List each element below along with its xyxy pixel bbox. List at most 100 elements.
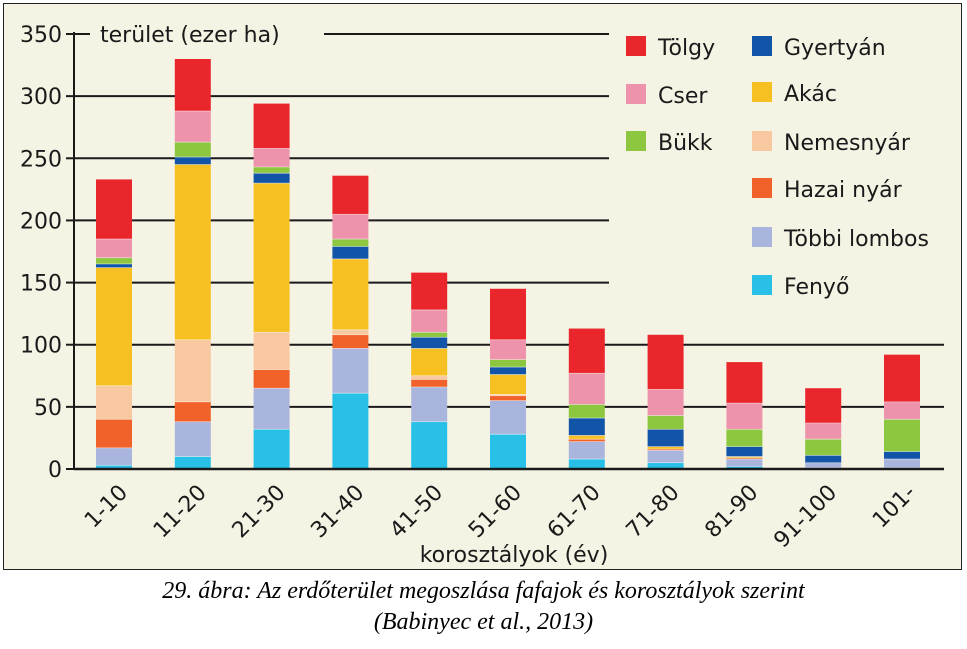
bar-segment-tolgy-101 [884,354,920,402]
bar-segment-nemesnyar-1-10 [96,385,132,420]
bar-segment-fenyo-21-30 [253,429,290,469]
bar-segment-hazai-nyar-31-40 [332,334,369,349]
legend-swatch-hazai-nyar [752,178,772,198]
y-axis-label: terület (ezer ha) [100,23,280,48]
bar-segment-nemesnyar-21-30 [253,332,290,370]
bar-segment-hazai-nyar-71-80 [647,449,684,451]
bar-stacks [96,55,920,469]
bar-segment-bukk-101 [884,419,920,452]
caption-line-2: (Babinyec et al., 2013) [373,609,594,635]
x-tick-label-91-100: 91-100 [769,480,842,553]
bar-segment-tobbi-lombos-91-100 [805,462,842,468]
y-tick-label-50: 50 [34,396,62,421]
y-tick-label-250: 250 [20,147,62,172]
bar-segment-hazai-nyar-21-30 [253,369,290,389]
bar-segment-tobbi-lombos-51-60 [490,400,526,435]
bar-segment-hazai-nyar-61-70 [568,439,605,442]
legend-swatch-cser [626,84,646,104]
bar-segment-fenyo-71-80 [647,462,684,469]
x-tick-label-71-80: 71-80 [622,480,685,543]
bar-segment-tobbi-lombos-41-50 [411,386,448,422]
x-tick-label-61-70: 61-70 [543,480,606,543]
bar-segment-tolgy-61-70 [568,328,605,374]
legend-label-hazai-nyar: Hazai nyár [784,178,903,203]
bar-segment-hazai-nyar-11-20 [174,401,211,422]
bar-segment-tobbi-lombos-71-80 [647,450,684,463]
legend-label-tolgy: Tölgy [657,36,715,61]
bar-segment-cser-71-80 [647,389,684,416]
bar-segment-akac-51-60 [490,374,526,395]
bar-segment-hazai-nyar-51-60 [490,395,526,401]
bar-segment-akac-71-80 [647,446,684,450]
x-tick-label-51-60: 51-60 [464,480,527,543]
bar-segment-cser-41-50 [411,309,448,333]
bar-segment-tobbi-lombos-31-40 [332,348,369,394]
bar-segment-nemesnyar-41-50 [411,375,448,380]
bar-segment-nemesnyar-31-40 [332,329,369,335]
legend-swatch-fenyo [752,275,772,295]
bar-segment-fenyo-1-10 [96,465,132,469]
figure-caption: 29. ábra: Az erdőterület megoszlása fafa… [0,576,967,638]
bar-segment-hazai-nyar-1-10 [96,419,132,448]
x-tick-label-101: 101- [868,480,921,533]
bar-segment-fenyo-61-70 [568,459,605,469]
bar-segment-tolgy-21-30 [253,103,290,149]
bar-segment-gyertyan-71-80 [647,429,684,447]
bar-segment-cser-91-100 [805,423,842,440]
bar-segment-tolgy-11-20 [174,55,211,112]
bar-segment-cser-61-70 [568,373,605,405]
bar-segment-gyertyan-91-100 [805,455,842,463]
legend-background [609,14,947,314]
bar-segment-gyertyan-101 [884,451,920,460]
bar-segment-akac-81-90 [726,456,763,458]
legend: Tölgy Cser Bükk Gyertyán Akác Nemesnyár Hazai … [609,14,947,314]
x-tick-label-11-20: 11-20 [149,480,212,543]
bar-segment-gyertyan-51-60 [490,367,526,375]
y-tick-label-150: 150 [20,272,62,297]
bar-segment-tolgy-81-90 [726,362,763,404]
bar-segment-bukk-31-40 [332,239,369,247]
bar-segment-gyertyan-21-30 [253,173,290,184]
bar-segment-tobbi-lombos-11-20 [174,421,211,457]
legend-label-tobbi-lombos: Többi lombos [783,227,929,252]
bar-segment-gyertyan-31-40 [332,246,369,259]
bar-segment-tobbi-lombos-1-10 [96,447,132,466]
bar-segment-akac-61-70 [568,435,605,440]
bar-segment-bukk-81-90 [726,429,763,447]
bar-segment-akac-21-30 [253,183,290,333]
x-tick-label-21-30: 21-30 [228,480,291,543]
bar-segment-tobbi-lombos-21-30 [253,388,290,430]
bar-segment-fenyo-51-60 [490,434,526,469]
y-tick-label-300: 300 [20,85,62,110]
bar-segment-bukk-51-60 [490,359,526,368]
bar-segment-tobbi-lombos-61-70 [568,441,605,460]
caption-line-1: 29. ábra: Az erdőterület megoszlása fafa… [162,578,805,604]
bar-segment-bukk-1-10 [96,257,132,264]
y-tick-label-200: 200 [20,209,62,234]
bar-segment-akac-31-40 [332,258,369,330]
chart-frame: 0 50 100 150 200 250 300 350 1-10 11-20 21-30 31-40… [3,3,962,570]
bar-segment-bukk-61-70 [568,404,605,419]
bar-segment-akac-41-50 [411,348,448,376]
bar-segment-cser-11-20 [174,111,211,143]
bar-segment-nemesnyar-51-60 [490,394,526,396]
bar-segment-fenyo-31-40 [332,393,369,469]
x-tick-label-81-90: 81-90 [701,480,764,543]
legend-label-fenyo: Fenyő [784,275,849,300]
y-tick-label-350: 350 [20,23,62,48]
bar-segment-bukk-91-100 [805,439,842,456]
bar-segment-cser-51-60 [490,339,526,360]
legend-swatch-gyertyan [752,36,772,56]
legend-swatch-tolgy [626,36,646,56]
legend-swatch-nemesnyar [752,131,772,151]
bar-segment-nemesnyar-11-20 [174,339,211,402]
bar-segment-bukk-21-30 [253,166,290,174]
bar-segment-cser-101 [884,401,920,420]
x-tick-label-1-10: 1-10 [80,480,133,533]
bar-segment-hazai-nyar-81-90 [726,457,763,460]
bar-segment-gyertyan-61-70 [568,418,605,436]
bar-segment-tobbi-lombos-81-90 [726,459,763,467]
legend-label-cser: Cser [658,84,708,109]
bar-segment-tolgy-31-40 [332,175,369,215]
bar-segment-cser-31-40 [332,214,369,240]
